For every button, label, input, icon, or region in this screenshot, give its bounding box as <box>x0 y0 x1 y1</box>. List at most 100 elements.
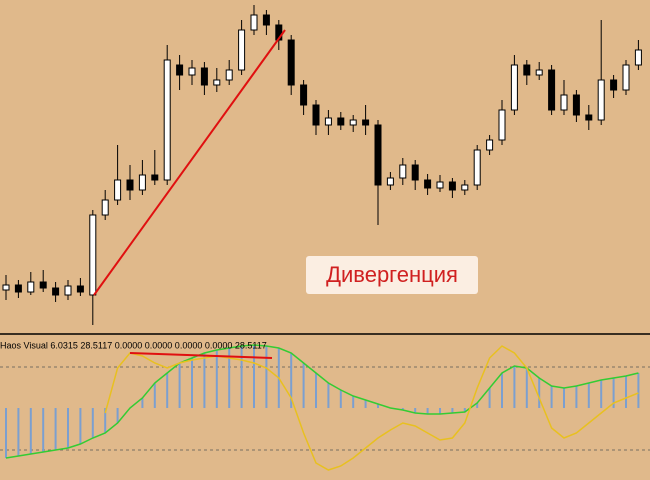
candle-body <box>622 64 630 91</box>
histogram-bar <box>587 383 590 408</box>
histogram-bar <box>625 376 627 408</box>
candle-body <box>300 84 308 106</box>
candle-body <box>634 49 642 66</box>
histogram-bar <box>600 380 603 408</box>
signal-line <box>104 345 639 471</box>
histogram-bar <box>91 408 94 438</box>
histogram-bar <box>67 408 69 448</box>
candle-body <box>200 67 208 86</box>
histogram-bar <box>253 345 255 408</box>
histogram-bar <box>377 404 379 408</box>
candle-body <box>411 164 419 181</box>
histogram-bar <box>29 408 32 454</box>
histogram-bar <box>612 378 615 408</box>
histogram-bar <box>203 353 206 408</box>
candle-body <box>560 94 568 111</box>
histogram-bar <box>17 408 20 456</box>
trend-line <box>129 352 273 359</box>
candle-body <box>498 109 506 141</box>
candle-body <box>312 104 320 126</box>
histogram-line <box>5 344 639 459</box>
candle-body <box>76 285 84 293</box>
candle-body <box>362 119 370 126</box>
histogram-bar <box>290 353 293 408</box>
histogram-bar <box>352 396 355 408</box>
annotation-box <box>306 256 478 294</box>
candle-body <box>126 179 134 191</box>
candle-body <box>89 214 97 296</box>
histogram-bar <box>302 363 305 408</box>
candle-body <box>585 114 593 121</box>
candle-body <box>225 69 233 81</box>
histogram-bar <box>178 363 181 408</box>
histogram-bar <box>550 386 553 408</box>
histogram-bar <box>215 350 218 408</box>
candle-body <box>486 139 494 151</box>
trend-line <box>93 29 286 296</box>
candle-body <box>287 39 295 86</box>
candle-body <box>461 184 469 191</box>
histogram-bar <box>240 346 243 408</box>
histogram-bar <box>104 408 107 433</box>
histogram-bar <box>451 408 454 413</box>
candle-body <box>213 79 221 86</box>
histogram-bar <box>637 373 640 408</box>
candle-body <box>399 164 407 179</box>
candle-body <box>448 181 456 191</box>
histogram-bar <box>54 408 57 450</box>
histogram-bar <box>364 400 367 408</box>
histogram-bar <box>426 408 429 414</box>
histogram-bar <box>42 408 45 452</box>
candle-body <box>597 79 605 121</box>
candle-body <box>163 59 171 181</box>
histogram-bar <box>315 373 317 408</box>
price-panel <box>2 5 642 325</box>
candle-body <box>349 119 357 126</box>
candle-body <box>572 94 580 116</box>
candle-body <box>473 149 481 186</box>
candle-body <box>52 287 60 296</box>
histogram-bar <box>575 386 578 408</box>
histogram-bar <box>327 383 330 408</box>
candle-body <box>27 281 35 293</box>
histogram-bar <box>401 408 404 410</box>
candle-body <box>324 117 332 126</box>
histogram-bar <box>191 358 193 408</box>
histogram-bar <box>79 408 82 444</box>
candle-body <box>386 177 394 186</box>
candle-body <box>250 14 258 31</box>
histogram-bar <box>513 366 516 408</box>
histogram-bar <box>339 390 342 408</box>
histogram-bar <box>476 403 479 408</box>
candle-body <box>238 29 246 71</box>
histogram-bar <box>525 368 528 408</box>
candle-body <box>39 281 47 289</box>
annotation: Дивергенция <box>326 262 458 287</box>
candle-body <box>523 64 531 76</box>
indicator-panel <box>0 344 650 471</box>
candle-body <box>535 69 543 76</box>
histogram-bar <box>414 408 417 413</box>
candle-body <box>64 285 72 296</box>
candle-body <box>101 199 109 216</box>
histogram-bar <box>563 388 565 408</box>
candle-body <box>262 14 270 26</box>
histogram-bar <box>501 373 503 408</box>
histogram-bar <box>538 378 541 408</box>
histogram-bar <box>166 373 169 408</box>
histogram-bar <box>265 346 268 408</box>
histogram-bar <box>439 408 441 414</box>
candle-body <box>151 174 159 181</box>
histogram-bar <box>228 348 231 408</box>
candle-body <box>374 124 382 186</box>
candle-body <box>14 284 22 293</box>
candle-body <box>188 67 196 76</box>
candle-body <box>510 64 518 111</box>
histogram-bar <box>153 383 156 408</box>
candle-body <box>176 64 184 76</box>
candle-body <box>337 117 345 126</box>
histogram-bar <box>116 408 119 423</box>
histogram-bar <box>488 388 491 408</box>
candle-body <box>436 181 444 189</box>
